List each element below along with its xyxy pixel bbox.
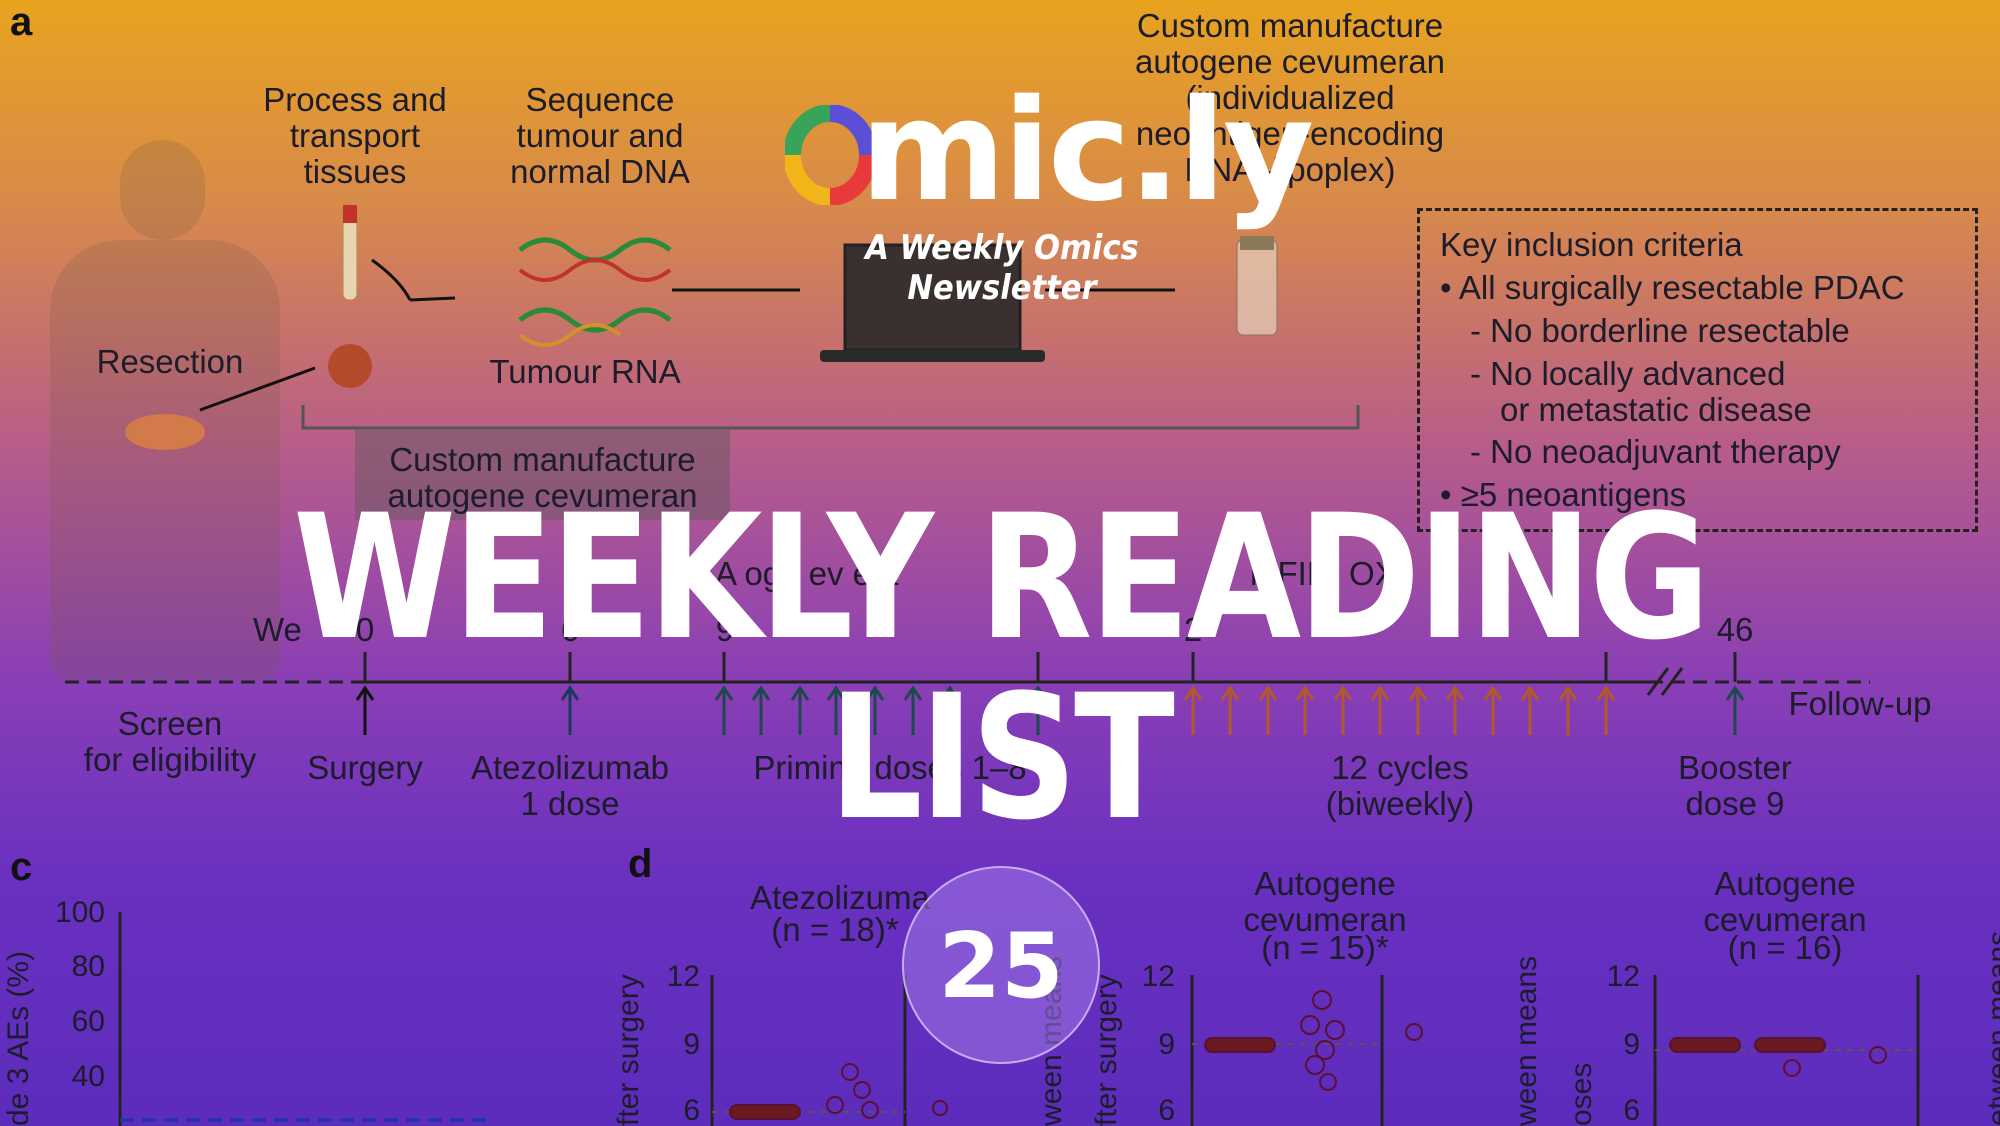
d-group-title: Autogene cevumeran bbox=[1243, 865, 1407, 938]
rna-icon bbox=[518, 307, 672, 333]
d-ytick: 12 bbox=[666, 960, 700, 993]
d-ylabel: fter surgery bbox=[612, 974, 645, 1126]
surgery-label: Surgery bbox=[307, 749, 423, 786]
laptop-icon bbox=[843, 243, 1022, 352]
inclusion-criteria-box: Key inclusion criteria • All surgically … bbox=[1417, 208, 1978, 532]
process-transport-label: Process and transport tissues bbox=[263, 81, 447, 190]
criteria-line: - No neoadjuvant therapy bbox=[1470, 433, 1841, 470]
d-group-n: (n = 16) bbox=[1727, 929, 1843, 966]
custom-manufacture-top: Custom manufacture autogene cevumeran (i… bbox=[1134, 7, 1446, 188]
sequence-label: Sequence tumour and normal DNA bbox=[510, 81, 690, 190]
timeline-tick: 9 bbox=[715, 611, 735, 648]
panel-d-axes bbox=[710, 975, 1920, 1126]
dose-arrows bbox=[355, 685, 1745, 735]
timeline-tick: 46 bbox=[1716, 611, 1754, 648]
pancreas-icon bbox=[125, 414, 205, 450]
manufacture-box: Custom manufacture autogene cevumeran bbox=[355, 430, 730, 520]
c-ytick: 60 bbox=[71, 1005, 105, 1038]
criteria-line: • ≥5 neoantigens bbox=[1440, 476, 1687, 513]
person-body bbox=[50, 240, 280, 680]
person-head bbox=[120, 140, 205, 240]
tissue-icon bbox=[328, 344, 372, 388]
autogene-header: A oge ev e a bbox=[715, 555, 899, 592]
c-ytick: 100 bbox=[54, 896, 105, 929]
brand-tagline: A Weekly Omics Newsletter bbox=[865, 228, 1139, 308]
d-ytick: 6 bbox=[683, 1094, 700, 1126]
issue-number: 25 bbox=[938, 914, 1064, 1019]
criteria-line: - No locally advanced bbox=[1470, 355, 1786, 392]
dna-helix-icon bbox=[518, 237, 672, 263]
panel-c-label: c bbox=[10, 845, 33, 889]
vial-icon bbox=[1236, 239, 1278, 336]
d-ytick: 9 bbox=[683, 1028, 700, 1061]
d-group-n: (n = 15)* bbox=[1261, 929, 1389, 966]
d-ylabel: etween means bbox=[1982, 930, 2000, 1126]
d-group-title: Autogene cevumeran bbox=[1703, 865, 1867, 938]
folfirinox-header: n FIRI OX bbox=[1250, 555, 1397, 592]
booster-label: Booster dose 9 bbox=[1678, 749, 1792, 822]
resection-label: Resection bbox=[96, 343, 244, 380]
issue-badge: 25 bbox=[902, 866, 1100, 1064]
d-ytick: 12 bbox=[1141, 960, 1175, 993]
atezolizumab-label: Atezolizumab 1 dose bbox=[470, 749, 670, 822]
c-ytick: 40 bbox=[71, 1060, 105, 1093]
d-ytick: 12 bbox=[1606, 960, 1640, 993]
d-ylabel: ween means bbox=[1510, 955, 1543, 1126]
data-points bbox=[729, 990, 1887, 1120]
d-ytick: 9 bbox=[1623, 1028, 1640, 1061]
followup-label: Follow-up bbox=[1788, 685, 1932, 722]
timeline-tick: 2 bbox=[1183, 611, 1203, 648]
criteria-line: or metastatic disease bbox=[1500, 391, 1812, 428]
timeline-week-label: We bbox=[253, 611, 302, 648]
manufacture-box-label: Custom manufacture autogene cevumeran bbox=[387, 441, 698, 514]
c-ytick: 80 bbox=[71, 950, 105, 983]
timeline-tick: 0 bbox=[355, 611, 375, 648]
d-ylabel: oses bbox=[1565, 1062, 1598, 1126]
panel-c-ylabel: de 3 AEs (%) bbox=[2, 950, 35, 1126]
d-group-title: Atezolizuma bbox=[750, 879, 930, 916]
timeline-tick: 6 bbox=[560, 611, 580, 648]
brand-name: mic.ly bbox=[860, 70, 1314, 233]
screen-label: Screen for eligibility bbox=[83, 705, 257, 778]
criteria-title: Key inclusion criteria bbox=[1440, 226, 1743, 263]
d-group-n: (n = 18)* bbox=[771, 911, 899, 948]
headline: WEEKLY READING LIST bbox=[292, 477, 1710, 858]
tube-cap-icon bbox=[343, 205, 357, 223]
tumour-rna-label: Tumour RNA bbox=[489, 353, 681, 390]
panel-a-label: a bbox=[10, 0, 33, 44]
cycles-label: 12 cycles (biweekly) bbox=[1325, 749, 1475, 822]
criteria-line: • All surgically resectable PDAC bbox=[1440, 269, 1905, 306]
d-ytick: 6 bbox=[1158, 1094, 1175, 1126]
panel-d-label: d bbox=[628, 842, 653, 886]
priming-label: Priming doses 1–8 bbox=[753, 749, 1027, 786]
criteria-line: - No borderline resectable bbox=[1470, 312, 1850, 349]
d-ytick: 6 bbox=[1623, 1094, 1640, 1126]
d-ytick: 9 bbox=[1158, 1028, 1175, 1061]
omicly-logo-icon bbox=[785, 105, 875, 205]
